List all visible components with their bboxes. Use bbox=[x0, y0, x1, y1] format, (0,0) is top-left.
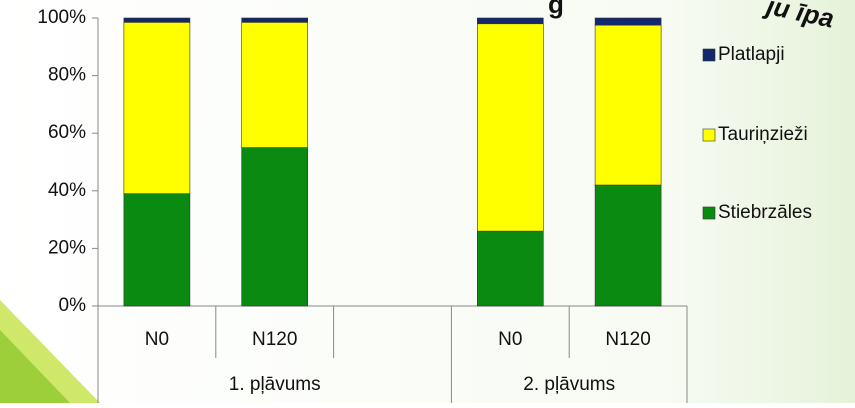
bar-segment bbox=[476, 230, 544, 307]
bar-segment bbox=[476, 17, 544, 25]
x-tick-label: N0 bbox=[498, 329, 522, 350]
bar-segment bbox=[123, 193, 191, 307]
x-tick-label: N0 bbox=[145, 329, 169, 350]
y-tick-label: 100% bbox=[37, 7, 86, 28]
y-tick-label: 20% bbox=[48, 237, 86, 258]
bar-segment bbox=[476, 23, 544, 232]
legend-swatch bbox=[702, 206, 716, 220]
legend-label: Stiebrzāles bbox=[718, 202, 812, 223]
bar-segment bbox=[241, 147, 308, 307]
bar-segment bbox=[123, 22, 191, 194]
y-tick-label: 40% bbox=[48, 180, 86, 201]
bar-segment bbox=[594, 24, 662, 186]
y-tick-label: 0% bbox=[59, 295, 87, 316]
y-tick-label: 80% bbox=[48, 65, 86, 86]
x-tick-label: N120 bbox=[605, 329, 650, 350]
bar-segment bbox=[241, 22, 308, 148]
legend-label: Platlapji bbox=[718, 44, 785, 65]
bar-segment bbox=[594, 17, 662, 26]
x-tick-label: N120 bbox=[252, 329, 297, 350]
legend-swatch bbox=[702, 128, 716, 142]
group-label: 1. pļāvums bbox=[229, 374, 321, 395]
legend-label: Tauriņzieži bbox=[718, 124, 808, 145]
legend-swatch bbox=[702, 48, 716, 62]
bar-segment bbox=[241, 17, 308, 23]
y-tick-label: 60% bbox=[48, 122, 86, 143]
bar-segment bbox=[594, 184, 662, 307]
slide-decoration bbox=[0, 330, 70, 403]
group-label: 2. pļāvums bbox=[523, 374, 615, 395]
chart-title: g bbox=[548, 0, 564, 19]
bar-segment bbox=[123, 17, 191, 23]
